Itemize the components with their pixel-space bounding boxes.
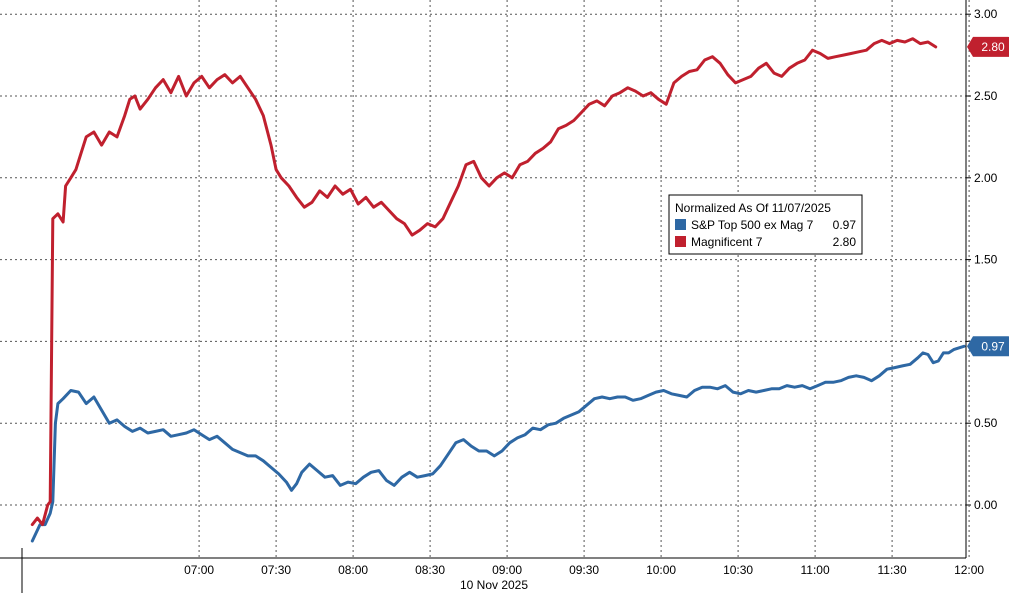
last-value-tag-0	[967, 336, 1009, 357]
grid-lines	[0, 0, 971, 558]
legend-swatch-sp-ex-mag7	[675, 219, 686, 230]
x-tick-label-10: 12:00	[954, 563, 984, 577]
x-tick-label-2: 08:00	[338, 563, 368, 577]
y-tick-label-1: 2.50	[974, 89, 998, 103]
x-tick-label-0: 07:00	[184, 563, 214, 577]
last-value-tag-label-0: 0.97	[981, 339, 1005, 353]
axes	[0, 0, 967, 593]
x-tick-label-5: 09:30	[569, 563, 599, 577]
y-tick-label-4: 0.50	[974, 416, 998, 430]
y-tick-labels: 3.00 2.50 2.00 1.50 0.50 0.00	[974, 7, 998, 512]
y-tick-label-0: 3.00	[974, 7, 998, 21]
y-tick-label-2: 2.00	[974, 171, 998, 185]
series-line-1	[30, 37, 938, 527]
legend-value-mag7: 2.80	[833, 235, 857, 249]
x-tick-label-8: 11:00	[801, 563, 830, 577]
y-tick-label-5: 0.00	[974, 498, 998, 512]
legend-value-sp-ex-mag7: 0.97	[833, 218, 857, 232]
series-line-0	[30, 344, 966, 543]
y-tick-label-3: 1.50	[974, 253, 998, 267]
legend-box	[668, 194, 863, 255]
x-tick-labels: 07:00 07:30 08:00 08:30 09:00 09:30 10:00 10:30…	[184, 563, 984, 577]
legend-title: Normalized As Of 11/07/2025	[675, 201, 831, 215]
last-value-tag-label-1: 2.80	[981, 40, 1005, 54]
x-tick-label-1: 07:30	[261, 563, 291, 577]
legend-swatch-mag7	[675, 236, 686, 247]
legend-label-sp-ex-mag7: S&P Top 500 ex Mag 7	[691, 218, 814, 232]
x-tick-label-9: 11:30	[878, 563, 907, 577]
legend: Normalized As Of 11/07/2025 S&P Top 500 …	[668, 194, 863, 255]
last-value-tag-1	[967, 36, 1009, 57]
x-tick-label-3: 08:30	[415, 563, 445, 577]
last-value-tags: 0.97 2.80	[967, 36, 1009, 357]
legend-label-mag7: Magnificent 7	[691, 235, 763, 249]
date-label: 10 Nov 2025	[460, 578, 528, 592]
x-tick-label-6: 10:00	[646, 563, 676, 577]
x-tick-label-4: 09:00	[492, 563, 522, 577]
series-lines	[30, 37, 966, 543]
x-tick-label-7: 10:30	[723, 563, 753, 577]
